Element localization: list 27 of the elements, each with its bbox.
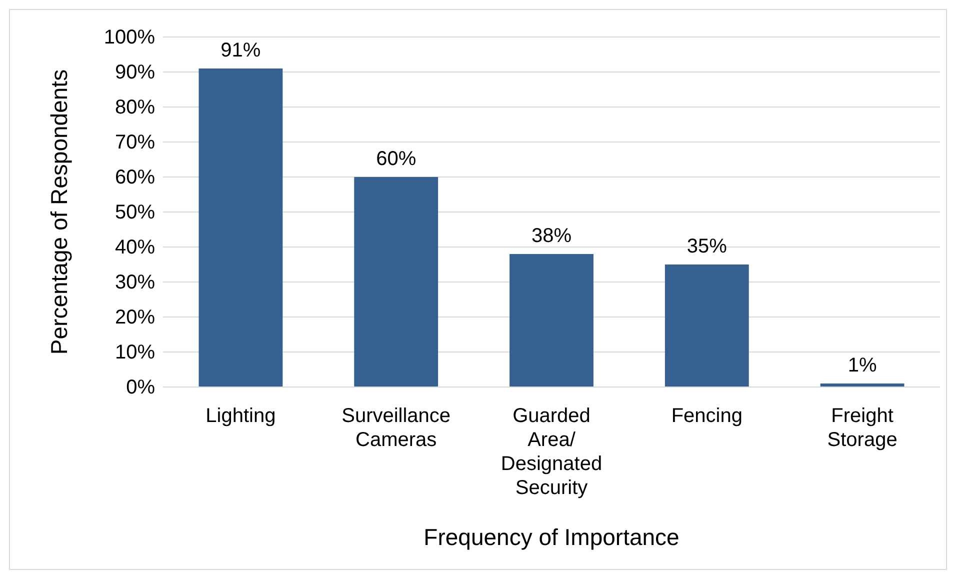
- y-axis-title: Percentage of Respondents: [46, 69, 72, 355]
- data-label: 60%: [376, 148, 416, 170]
- x-axis-title: Frequency of Importance: [424, 524, 680, 550]
- bar: [198, 68, 283, 387]
- data-label: 35%: [686, 236, 728, 258]
- y-tick-label: 40%: [114, 236, 156, 258]
- x-tick-label: Freight Storage: [827, 405, 898, 451]
- y-tick-label: 90%: [114, 61, 156, 84]
- y-tick-label: 50%: [114, 201, 156, 224]
- bar: [664, 264, 749, 387]
- data-label: 38%: [531, 225, 572, 247]
- y-tick-label: 0%: [126, 376, 156, 398]
- x-tick-label: Guarded Area/ Designated Security: [500, 405, 602, 499]
- x-tick-label: Fencing: [671, 405, 742, 427]
- y-tick-label: 60%: [114, 166, 156, 188]
- x-tick-label: Surveillance Cameras: [342, 405, 451, 451]
- bar: [354, 177, 438, 387]
- y-tick-label: 70%: [114, 131, 156, 154]
- x-tick-label: Lighting: [206, 405, 276, 427]
- y-tick-label: 20%: [114, 306, 156, 328]
- y-tick-label: 10%: [114, 341, 156, 364]
- data-label: 91%: [220, 40, 261, 62]
- y-tick-label: 100%: [104, 26, 156, 48]
- y-tick-label: 30%: [114, 271, 156, 294]
- y-tick-label: 80%: [114, 96, 156, 118]
- bar: [510, 254, 594, 387]
- data-label: 1%: [848, 354, 877, 376]
